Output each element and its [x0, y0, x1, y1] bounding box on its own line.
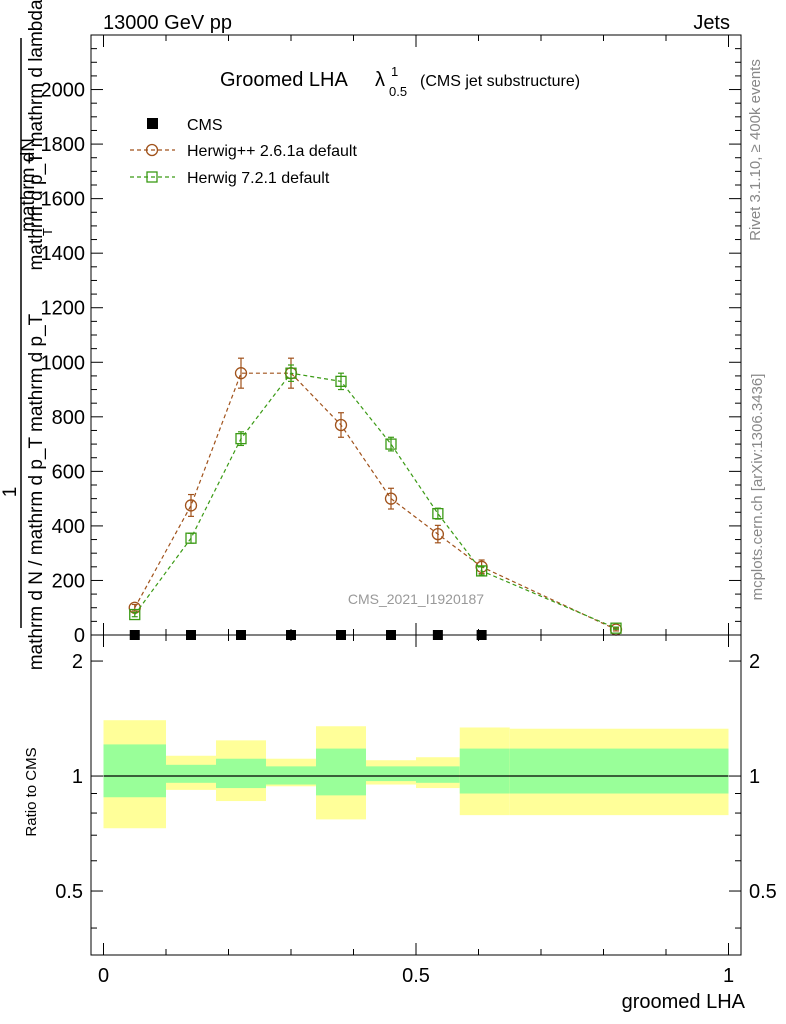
ratio-bands: [103, 720, 729, 829]
y-tick-label: 2000: [41, 80, 86, 102]
y-tick-label: 1000: [41, 352, 86, 374]
y-tick-label: 600: [52, 461, 85, 483]
y-tick-label: 400: [52, 516, 85, 538]
herwig-new-point: [129, 608, 141, 621]
title-lambda: λ: [375, 69, 385, 91]
y-tick-label: 1400: [41, 243, 86, 265]
legend-marker-herwig-new: [146, 171, 158, 183]
title-main: Groomed LHA: [220, 69, 348, 91]
ratio-band-inner: [416, 766, 460, 783]
rivet-version-label: Rivet 3.1.10, ≥ 400k events: [747, 59, 764, 241]
ratio-ylabel: Ratio to CMS: [23, 747, 40, 836]
plot-title: Groomed LHA λ 1 0.5 (CMS jet substructur…: [220, 64, 580, 99]
herwig-new-point: [385, 438, 397, 450]
ylabel-subscript-t: T: [40, 228, 55, 236]
y-tick-label: 1200: [41, 298, 86, 320]
legend-label-herwig-new: Herwig 7.2.1 default: [187, 170, 330, 187]
title-subscript: 0.5: [389, 84, 407, 99]
xlabel: groomed LHA: [622, 991, 746, 1013]
main-panel: 0 200 400 600 800 1000 1200 1400 1600 1800 2000 CM…: [41, 34, 742, 647]
header-collision-label: 13000 GeV pp: [103, 12, 232, 34]
ratio-band-inner: [216, 758, 266, 789]
x-tick-label: 0.5: [402, 965, 430, 987]
y-tick-label: 1600: [41, 189, 86, 211]
ratio-frame: [90, 634, 742, 956]
legend-label-cms: CMS: [187, 117, 223, 134]
y-tick-label: 800: [52, 407, 85, 429]
herwig-new-line: [134, 372, 617, 629]
ratio-band-inner: [366, 766, 416, 782]
ratio-band-inner: [166, 764, 216, 783]
y-tick-label: 1800: [41, 134, 86, 156]
x-tick-label: 1: [723, 965, 734, 987]
y-tick-label: 0: [74, 625, 85, 647]
ratio-band-inner: [103, 744, 166, 798]
main-ticks: 0 200 400 600 800 1000 1200 1400 1600 1800 2000: [41, 34, 741, 647]
mcplots-label: mcplots.cern.ch [arXiv:1306.3436]: [749, 374, 766, 601]
ratio-band-inner: [509, 748, 729, 794]
ylabel-numerator-differential: mathrm d p_T mathrm d lambda: [26, 0, 47, 271]
herwig-old-point: [334, 418, 348, 432]
herwig-old-point: [184, 499, 198, 512]
analysis-watermark: CMS_2021_I1920187: [348, 591, 484, 607]
herwig-new-point: [235, 432, 247, 445]
ratio-y-tick-label-right: 0.5: [749, 881, 777, 903]
herwig-new-point: [432, 507, 444, 520]
legend-marker-cms: [147, 118, 158, 129]
ylabel-numerator: mathrm dN: [18, 138, 39, 232]
title-superscript: 1: [391, 64, 398, 79]
legend-label-herwig-old: Herwig++ 2.6.1a default: [187, 143, 357, 160]
ratio-panel: 0 0.5 1 0.5 0.5 1 1 2 2: [55, 634, 777, 987]
herwig-old-point: [384, 492, 398, 505]
ratio-y-tick-label-right: 2: [749, 651, 760, 673]
ratio-y-tick-label-left: 0.5: [55, 881, 83, 903]
herwig-new-point: [610, 622, 622, 634]
legend: CMS Herwig++ 2.6.1a default Herwig 7.2.1…: [130, 117, 357, 187]
ylabel-denominator: mathrm d N / mathrm d p_T mathrm d p_T: [26, 313, 47, 670]
herwig-old-point: [431, 527, 445, 541]
x-tick-label: 0: [98, 965, 109, 987]
herwig-old-point: [234, 367, 248, 380]
header-category-label: Jets: [693, 12, 730, 34]
ratio-band-inner: [459, 748, 510, 794]
herwig-new-point: [335, 375, 347, 388]
ratio-y-tick-label-left: 1: [72, 766, 83, 788]
y-tick-label: 200: [52, 570, 85, 592]
title-suffix: (CMS jet substructure): [420, 73, 580, 90]
herwig-new-point: [475, 565, 488, 577]
ratio-band-inner: [316, 748, 366, 796]
main-ylabel: mathrm dN mathrm d p_T mathrm d lambda T…: [0, 0, 55, 670]
ratio-y-tick-label-right: 1: [749, 766, 760, 788]
herwig-new-point: [285, 367, 297, 379]
ratio-y-tick-label-left: 2: [72, 651, 83, 673]
ylabel-one: 1: [0, 487, 21, 498]
herwig-new-point: [185, 532, 197, 544]
ratio-ticks: 0 0.5 1 0.5 0.5 1 1 2 2: [55, 635, 777, 987]
legend-marker-herwig-old: [145, 143, 159, 157]
